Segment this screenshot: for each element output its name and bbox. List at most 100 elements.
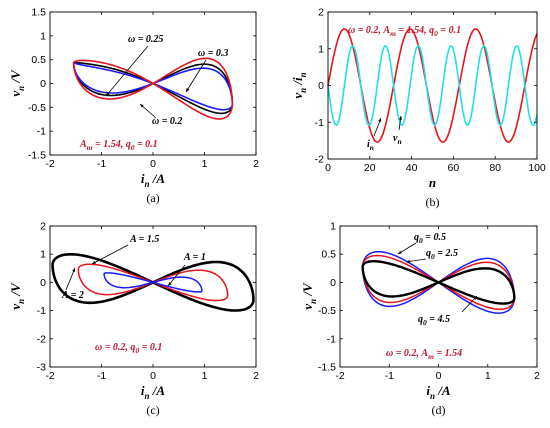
annotation-arrow-head: [473, 296, 477, 300]
annotation-arrow-head: [72, 268, 76, 272]
annotation-arrow-head: [378, 118, 382, 122]
parameter-text: ω = 0.2, q0​ = 0.1: [95, 342, 162, 355]
x-tick-label: -1: [97, 158, 106, 170]
annotation-label: vn​: [393, 133, 402, 146]
series-line-2: [103, 272, 203, 293]
annotation-label: A = 1: [183, 252, 206, 263]
annotation-arrow-head: [106, 92, 110, 96]
chart-b: 0 20 40 60 80 100 -2 -1 0 1 2 n vn /in in​ vn​ ω = 0.2,…: [290, 7, 546, 210]
x-tick-label: 0: [150, 370, 156, 382]
x-tick-label: 60: [448, 162, 460, 174]
x-axis-label: in /A: [426, 383, 451, 401]
y-tick-label: -1: [315, 117, 324, 129]
x-tick-label: -1: [97, 370, 106, 382]
annotation-label: q0​ = 4.5: [418, 314, 450, 327]
caption: (d): [432, 403, 446, 417]
x-axis-label: in /A: [141, 171, 166, 189]
x-tick-label: 2: [253, 158, 259, 170]
y-tick-label: 1: [40, 249, 46, 261]
chart-d: -2 -1 0 1 2 -1.5 -1 -0.5 0 0.5 1 in /A vn /V q0​ = 0.…: [300, 221, 540, 418]
annotation-arrow-head: [140, 104, 144, 108]
y-tick-label: 2: [318, 7, 324, 19]
parameter-text: ω = 0.2, Am​ = 1.54, q0​ = 0.1: [348, 25, 461, 38]
y-tick-label: -1: [37, 126, 46, 138]
annotation-arrow: [91, 244, 129, 265]
x-tick-label: -2: [45, 370, 54, 382]
x-tick-label: 1: [202, 158, 208, 170]
x-tick-label: 0: [436, 370, 442, 382]
y-tick-label: -1: [37, 305, 46, 317]
annotation-label: ω = 0.2: [152, 116, 182, 127]
chart-a: -2 -1 0 1 2 -1.5 -1 -0.5 0 0.5 1 1.5 in /A vn /V ω = 0…: [8, 7, 259, 206]
x-tick-label: 1: [202, 370, 208, 382]
x-axis-label: n: [429, 175, 436, 190]
x-tick-label: 0: [150, 158, 156, 170]
y-tick-label: -1: [327, 333, 336, 345]
x-tick-label: -2: [335, 370, 344, 382]
y-tick-label: 0.5: [321, 249, 336, 261]
y-tick-label: 0: [40, 78, 46, 90]
y-tick-label: -2: [315, 154, 324, 166]
y-axis-label: vn /V: [300, 282, 318, 310]
x-tick-label: 40: [406, 162, 418, 174]
series-line-2: [72, 57, 234, 120]
annotation-arrow-head: [92, 260, 96, 264]
annotation-label: q0​ = 0.5: [414, 232, 446, 245]
annotation-arrow: [65, 267, 76, 291]
y-tick-label: 0.5: [31, 54, 46, 66]
annotation-label: A = 1.5: [129, 234, 159, 245]
y-tick-label: 2: [40, 221, 46, 233]
y-tick-label: -0.5: [28, 102, 46, 114]
parameter-text: ω = 0.2, Am​ = 1.54: [386, 348, 462, 361]
x-tick-label: 2: [534, 370, 540, 382]
series-line-1: [327, 44, 538, 127]
x-tick-label: 80: [489, 162, 501, 174]
annotation-label: q0​ = 2.5: [426, 248, 458, 261]
annotation-arrow-head: [406, 259, 410, 263]
x-tick-label: 1: [485, 370, 491, 382]
x-tick-label: -2: [45, 158, 54, 170]
caption: (c): [146, 403, 159, 417]
x-tick-label: -1: [385, 370, 394, 382]
y-tick-label: 0: [318, 80, 324, 92]
series-line-0: [327, 28, 538, 143]
annotation-label: ω = 0.3: [198, 48, 228, 59]
annotation-arrow: [167, 264, 186, 287]
annotation-arrow: [105, 45, 149, 97]
annotation-label: in​: [367, 139, 374, 152]
y-axis-label: vn /V: [8, 69, 26, 97]
series-group: [361, 250, 516, 314]
y-tick-label: 0: [330, 277, 336, 289]
x-tick-label: 100: [528, 162, 546, 174]
annotation-arrow-head: [398, 116, 403, 120]
y-tick-label: -2: [37, 333, 46, 345]
y-tick-label: -1.5: [318, 362, 336, 374]
y-axis-label: vn /V: [8, 282, 26, 310]
x-tick-label: 2: [253, 370, 259, 382]
annotation-arrow-head: [398, 250, 402, 254]
annotation-arrow-head: [168, 282, 172, 286]
x-axis-label: in /A: [141, 383, 166, 401]
series-group: [51, 253, 255, 312]
y-tick-label: 1.5: [31, 7, 46, 19]
annotation-label: ω = 0.25: [128, 34, 163, 45]
y-axis-label: vn /in: [290, 72, 308, 98]
y-tick-label: -3: [37, 362, 46, 374]
series-group: [72, 57, 234, 120]
y-tick-label: -1.5: [28, 150, 46, 162]
y-tick-label: 1: [40, 30, 46, 42]
parameter-text: Am​ = 1.54, q0​ = 0.1: [79, 139, 158, 152]
y-tick-label: 1: [330, 221, 336, 233]
y-tick-label: -0.5: [318, 305, 336, 317]
annotation-label: A = 2: [61, 290, 84, 301]
annotation-arrow: [185, 59, 207, 93]
caption: (b): [426, 195, 440, 209]
y-tick-label: 0: [40, 277, 46, 289]
series-line-1: [72, 62, 234, 111]
annotation-arrow-head: [186, 88, 190, 92]
x-tick-label: 20: [364, 162, 376, 174]
series-line-2: [361, 260, 516, 305]
y-tick-label: 1: [318, 43, 324, 55]
